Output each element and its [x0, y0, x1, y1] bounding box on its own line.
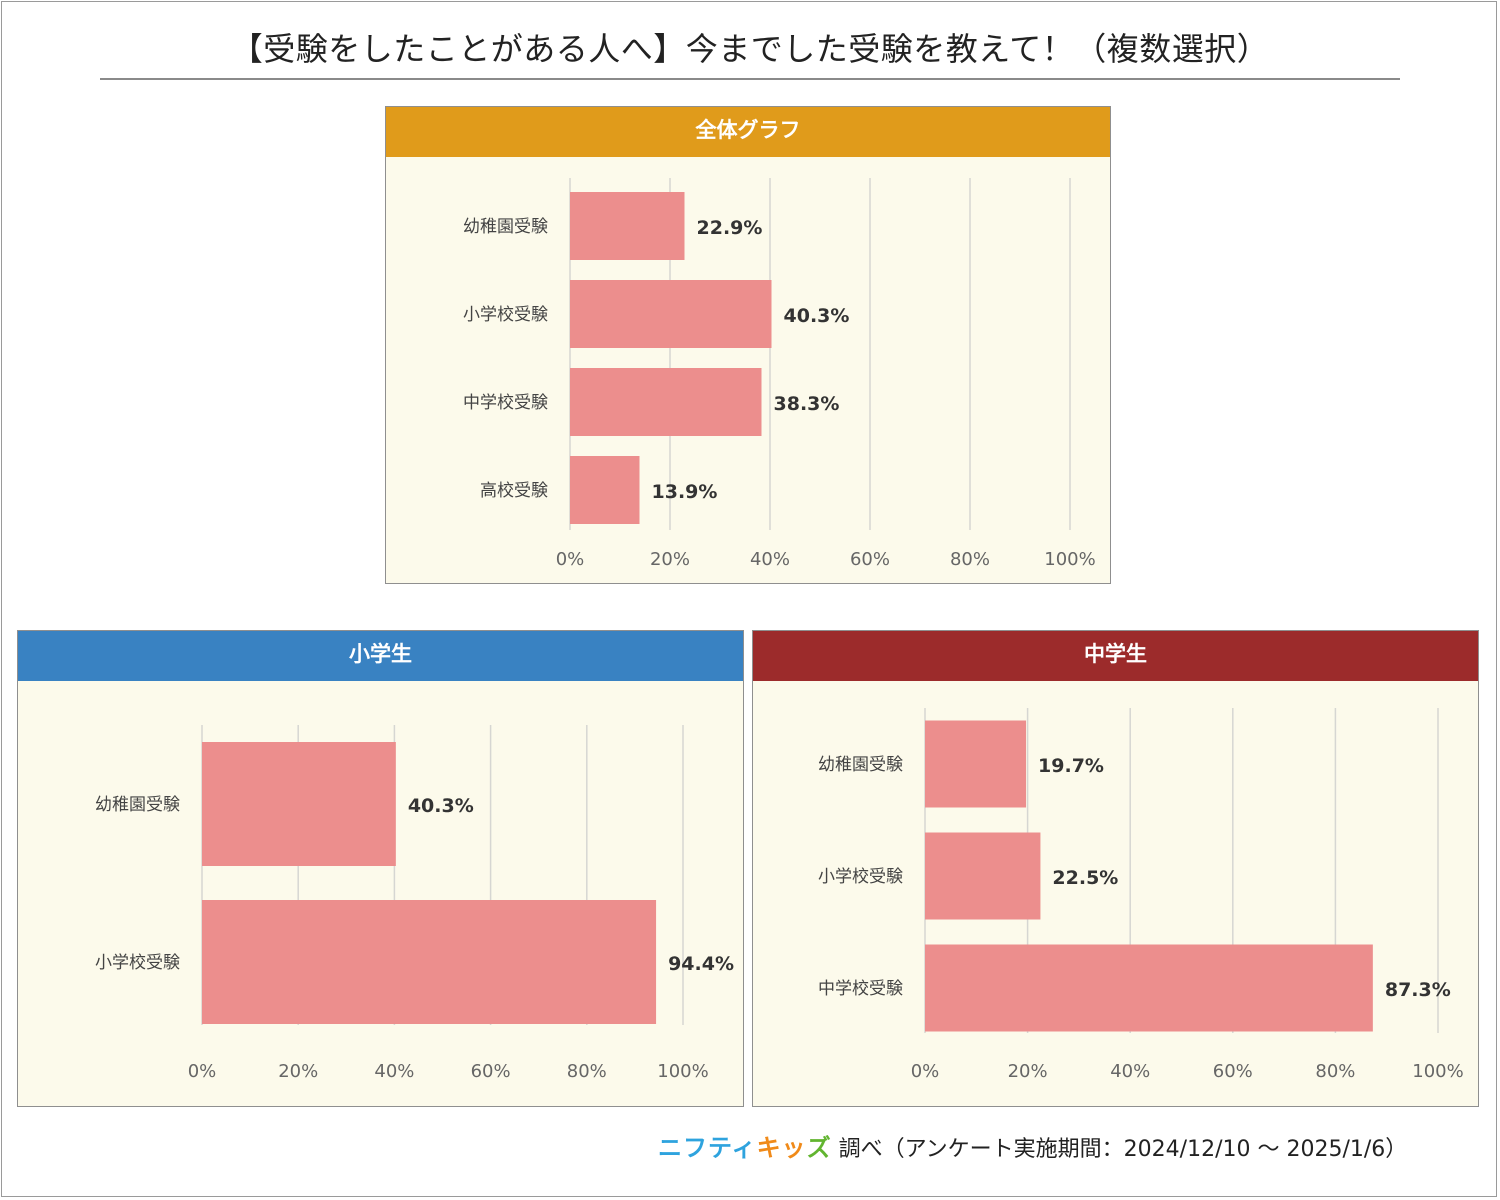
page-title: 【受験をしたことがある人へ】今までした受験を教えて！（複数選択） — [230, 30, 1270, 68]
source-text: 調べ（アンケート実施期間：2024/12/10 ～ 2025/1/6） — [838, 1137, 1408, 1162]
x-tick-label: 80% — [1315, 1061, 1355, 1082]
logo-text-1: ニフティ — [658, 1134, 757, 1162]
x-tick-label: 100% — [1412, 1061, 1463, 1082]
category-label: 幼稚園受験 — [95, 795, 180, 815]
category-label: 幼稚園受験 — [463, 217, 548, 237]
x-tick-label: 20% — [278, 1061, 318, 1082]
logo-text-3: ズ — [806, 1134, 832, 1162]
category-label: 中学校受験 — [818, 979, 903, 999]
source-note: ニフティキッズ 調べ（アンケート実施期間：2024/12/10 ～ 2025/1… — [658, 1128, 1407, 1163]
bar — [570, 280, 772, 348]
chart-overall: 0% 20% 40% 60% 80% 100% 幼稚園受験 22.9% 小学校受験 40.3% 中学… — [463, 178, 1096, 570]
data-label: 22.9% — [697, 217, 763, 239]
chart-panel-overall: 全体グラフ 0% 20% 40% 60% 80% 100% 幼稚園受験 22.9% 小学校受験 4… — [385, 106, 1111, 584]
data-label: 40.3% — [784, 305, 850, 327]
logo-text-2: キッ — [756, 1134, 807, 1162]
x-tick-label: 0% — [556, 549, 585, 570]
bar — [202, 900, 657, 1024]
chart-title-junior: 中学生 — [753, 631, 1478, 681]
data-label: 13.9% — [652, 481, 718, 503]
x-tick-label: 100% — [657, 1061, 708, 1082]
chart-junior: 0% 20% 40% 60% 80% 100% 幼稚園受験 19.7% 小学校受験 22.5% 中学… — [818, 708, 1464, 1082]
category-label: 幼稚園受験 — [818, 755, 903, 775]
bar — [925, 832, 1041, 920]
x-tick-label: 100% — [1044, 549, 1095, 570]
data-label: 40.3% — [408, 795, 474, 817]
data-label: 19.7% — [1038, 755, 1104, 777]
category-label: 小学校受験 — [463, 305, 548, 325]
x-tick-label: 40% — [1110, 1061, 1150, 1082]
x-tick-label: 0% — [188, 1061, 217, 1082]
x-tick-label: 0% — [911, 1061, 940, 1082]
bar — [925, 944, 1373, 1032]
x-tick-label: 60% — [1213, 1061, 1253, 1082]
chart-title-elementary: 小学生 — [18, 631, 743, 681]
category-label: 中学校受験 — [463, 393, 548, 413]
title-divider — [100, 78, 1400, 80]
x-tick-label: 80% — [567, 1061, 607, 1082]
bar — [570, 456, 640, 524]
data-label: 94.4% — [668, 953, 734, 975]
chart-elementary: 0% 20% 40% 60% 80% 100% 幼稚園受験 40.3% 小学校受験 94.4% — [95, 725, 734, 1082]
data-label: 38.3% — [774, 393, 840, 415]
x-tick-label: 80% — [950, 549, 990, 570]
category-label: 小学校受験 — [818, 867, 903, 887]
x-tick-label: 40% — [374, 1061, 414, 1082]
x-tick-label: 60% — [850, 549, 890, 570]
chart-panel-elementary: 小学生 0% 20% 40% 60% 80% 100% 幼稚園受験 40.3% 小学校受験 94.… — [17, 630, 744, 1107]
bar — [570, 192, 685, 260]
category-label: 高校受験 — [480, 481, 548, 501]
bar — [202, 742, 396, 866]
data-label: 87.3% — [1385, 979, 1451, 1001]
x-tick-label: 20% — [650, 549, 690, 570]
category-label: 小学校受験 — [95, 953, 180, 973]
x-tick-label: 20% — [1008, 1061, 1048, 1082]
x-tick-label: 60% — [471, 1061, 511, 1082]
data-label: 22.5% — [1052, 867, 1118, 889]
niftykids-logo: ニフティキッズ — [658, 1134, 832, 1162]
bar — [570, 368, 762, 436]
chart-title-overall: 全体グラフ — [386, 107, 1110, 157]
chart-panel-junior: 中学生 0% 20% 40% 60% 80% 100% 幼稚園受験 19.7% 小学校受験 22.… — [752, 630, 1479, 1107]
bar — [925, 720, 1027, 808]
x-tick-label: 40% — [750, 549, 790, 570]
